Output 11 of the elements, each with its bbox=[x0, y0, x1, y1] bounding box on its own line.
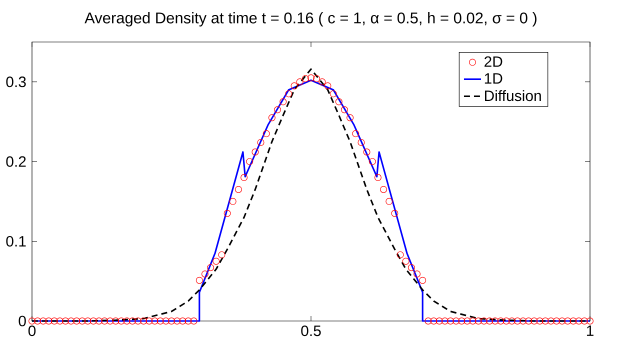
x-tick-label: 1 bbox=[586, 326, 594, 336]
x-tick-label: 0.5 bbox=[301, 326, 321, 336]
legend-label: 2D bbox=[484, 56, 502, 67]
legend-label: Diffusion bbox=[485, 90, 541, 102]
x-tick-label: 0 bbox=[28, 326, 36, 336]
y-tick-label: 0.1 bbox=[6, 236, 26, 247]
legend-label: 1D bbox=[484, 73, 502, 84]
y-tick-label: 0.2 bbox=[6, 156, 26, 167]
y-tick-label: 0 bbox=[18, 316, 26, 326]
chart-title: Averaged Density at time t = 0.16 ( c = 1, α = 0.5, h = 0.02, σ = 0 ) bbox=[84, 12, 536, 27]
y-tick-label: 0.3 bbox=[6, 76, 26, 88]
